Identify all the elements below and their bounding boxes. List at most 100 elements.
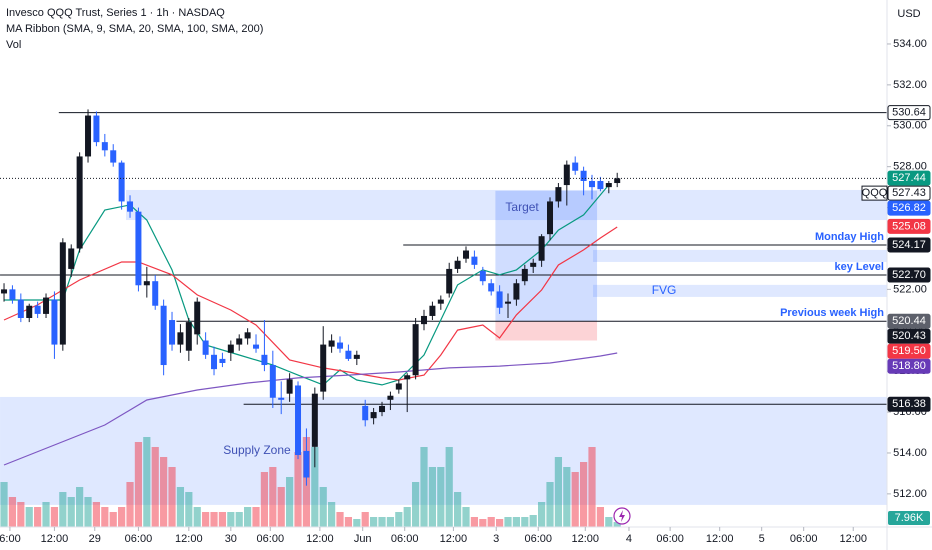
volume-bar	[571, 472, 579, 527]
candle-body	[68, 248, 75, 269]
candle-body	[320, 344, 327, 392]
candle-body	[202, 340, 209, 355]
symbol-tag-label: QQQ	[862, 187, 888, 199]
price-tag	[887, 170, 931, 186]
candle-body	[446, 268, 453, 294]
volume-bar	[109, 512, 117, 527]
candle-body	[605, 183, 612, 188]
price-tag	[887, 200, 931, 216]
x-tick-label: 06:00	[790, 533, 818, 545]
zone	[593, 249, 887, 262]
y-tick-label: 512.00	[893, 488, 927, 500]
x-tick-label: 6:00	[0, 533, 21, 545]
volume-bar	[84, 497, 92, 527]
volume-bar	[487, 517, 495, 527]
candle-body	[387, 395, 394, 400]
volume-bar	[34, 507, 42, 527]
volume-bar	[546, 482, 554, 527]
candle-body	[395, 383, 402, 390]
candle-body	[295, 385, 302, 456]
candle-body	[311, 393, 318, 447]
volume-bar	[59, 492, 67, 527]
y-tick-label: 528.00	[893, 161, 927, 173]
level-label: Previous week High	[780, 307, 884, 319]
volume-bar	[0, 482, 8, 527]
candle-body	[160, 305, 167, 366]
volume-bar	[470, 517, 479, 527]
volume-bar	[512, 517, 521, 527]
candle-body	[513, 283, 520, 300]
x-tick-label: 06:00	[257, 533, 285, 545]
price-tag-label: 520.43	[892, 330, 926, 342]
candle-body	[261, 354, 268, 366]
x-tick-label: 06:00	[656, 533, 684, 545]
candle-body	[429, 305, 436, 316]
candle-body	[127, 201, 134, 212]
volume-bar	[319, 487, 327, 527]
volume-bar	[101, 507, 109, 527]
volume-bar	[218, 512, 227, 527]
volume-bar	[445, 447, 453, 527]
candle-body	[362, 405, 369, 421]
candle-body	[93, 115, 100, 143]
y-tick-label: 530.00	[893, 120, 927, 132]
x-tick-label: 12:00	[839, 533, 867, 545]
y-tick-label: 514.00	[893, 447, 927, 459]
volume-bar	[185, 492, 193, 527]
volume-bar	[252, 507, 260, 527]
volume-bar	[344, 517, 353, 527]
candle-body	[135, 211, 142, 286]
volume-bar	[134, 442, 143, 527]
volume-bar	[454, 492, 462, 527]
zone-label: FVG	[652, 283, 677, 297]
candle-body	[437, 299, 444, 304]
level-label: Monday High	[815, 231, 884, 243]
candle-body	[547, 201, 554, 235]
price-tag-label: 516.38	[892, 398, 926, 410]
candle-body	[580, 170, 587, 181]
x-tick-label: 30	[225, 533, 237, 545]
candle-body	[110, 150, 117, 163]
candle-body	[412, 324, 419, 376]
volume-bar	[235, 512, 243, 527]
volume-bar	[168, 467, 176, 527]
x-tick-label: 5	[759, 533, 765, 545]
price-tag-label: 522.70	[892, 269, 926, 281]
x-tick-label: 3	[493, 533, 499, 545]
candle-body	[76, 156, 83, 249]
price-tag	[887, 105, 931, 121]
volume-bar	[126, 482, 134, 527]
volume-bar	[260, 472, 269, 527]
candle-body	[194, 301, 201, 335]
price-tag	[887, 185, 931, 201]
volume-bar	[529, 515, 537, 527]
x-tick-label: 06:00	[524, 533, 552, 545]
volume-bar	[613, 522, 621, 527]
price-tag	[887, 343, 931, 359]
volume-bar	[428, 467, 437, 527]
alert-icon[interactable]	[613, 507, 631, 525]
price-tag	[887, 218, 931, 234]
zone	[593, 284, 887, 297]
price-tag-label: 530.64	[892, 107, 926, 119]
candle-body	[9, 289, 16, 300]
volume-bar	[378, 517, 386, 527]
candle-body	[101, 142, 108, 151]
volume-label: Vol	[6, 39, 21, 51]
price-tag-label: 527.43	[892, 187, 926, 199]
y-tick-label: 522.00	[893, 283, 927, 295]
candle-body	[379, 405, 386, 413]
x-tick-label: 06:00	[391, 533, 419, 545]
y-tick-label: 532.00	[893, 79, 927, 91]
alert-bolt[interactable]	[619, 510, 625, 522]
indicator-label: MA Ribbon (SMA, 9, SMA, 20, SMA, 100, SM…	[6, 23, 263, 35]
price-tag-label: 527.44	[892, 172, 926, 184]
price-tag	[887, 328, 931, 344]
chart-title: Invesco QQQ Trust, Series 1 · 1h · NASDA…	[6, 7, 225, 19]
price-tag	[887, 313, 931, 329]
symbol-tag	[861, 185, 888, 201]
volume-tag	[888, 511, 930, 525]
x-tick-label: 12:00	[706, 533, 734, 545]
candle-body	[589, 180, 596, 188]
